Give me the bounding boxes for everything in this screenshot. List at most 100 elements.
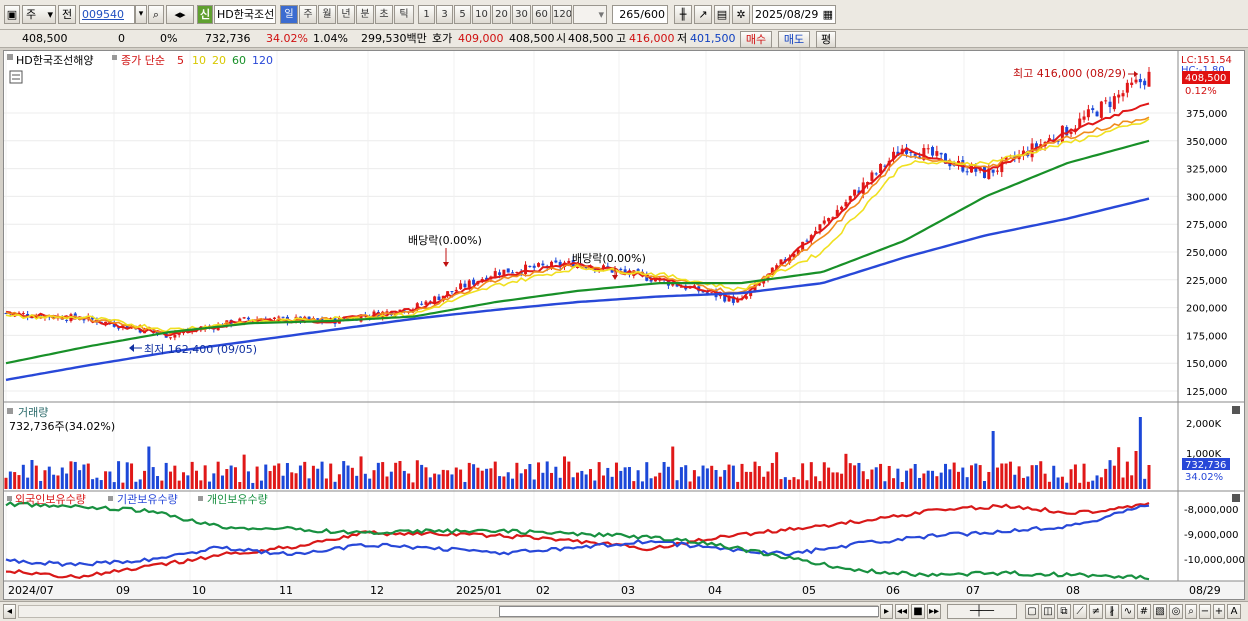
text-tool-icon[interactable]: A xyxy=(1227,604,1241,619)
camera-icon[interactable]: ◎ xyxy=(1169,604,1183,619)
tab-month[interactable]: 월 xyxy=(318,5,336,24)
minute-option-1[interactable]: 1 xyxy=(418,5,435,24)
zoom-in-icon[interactable]: + xyxy=(1213,604,1225,619)
trend-line-icon[interactable]: ⟋ xyxy=(1073,604,1087,619)
price-y-tick: 200,000 xyxy=(1186,304,1227,315)
sound-icon[interactable]: ◂▸ xyxy=(166,5,194,24)
volume-bar xyxy=(60,467,64,489)
close-icon[interactable] xyxy=(1232,494,1240,502)
rewind-icon[interactable]: ◂◂ xyxy=(895,604,909,619)
volume-bar xyxy=(78,470,82,489)
minute-option-10[interactable]: 10 xyxy=(472,5,491,24)
x-axis-label: 10 xyxy=(192,584,206,597)
tab-week[interactable]: 주 xyxy=(299,5,317,24)
image-icon[interactable]: ▧ xyxy=(1153,604,1167,619)
stock-code-input[interactable]: 009540 xyxy=(79,5,135,24)
tab-day[interactable]: 일 xyxy=(280,5,298,24)
magnify-icon[interactable]: ⌕ xyxy=(1185,604,1197,619)
prev-button[interactable]: 전 xyxy=(58,5,76,24)
volume-bar xyxy=(645,462,649,489)
minute-option-3[interactable]: 3 xyxy=(436,5,453,24)
volume-bar xyxy=(8,471,12,489)
tab-tick[interactable]: 틱 xyxy=(394,5,414,24)
candle-body xyxy=(385,311,389,313)
candle-type-icon[interactable]: ╫ xyxy=(674,5,692,24)
chevron-down-icon: ▾ xyxy=(47,8,53,21)
tab-minute[interactable]: 분 xyxy=(356,5,374,24)
draw-tool-icon[interactable]: ↗ xyxy=(694,5,712,24)
tab-second[interactable]: 초 xyxy=(375,5,393,24)
volume-bar xyxy=(1052,465,1056,489)
calendar-icon[interactable]: ▦ xyxy=(822,8,833,21)
gear-icon[interactable]: ✲ xyxy=(732,5,750,24)
pane-handle-icon[interactable] xyxy=(198,496,203,501)
zoom-out-icon[interactable]: − xyxy=(1199,604,1211,619)
grid-icon[interactable]: # xyxy=(1137,604,1151,619)
minute-option-20[interactable]: 20 xyxy=(492,5,511,24)
candle-body xyxy=(623,269,627,273)
volume-bar xyxy=(290,472,294,489)
buy-button[interactable]: 매수 xyxy=(740,31,772,48)
save-icon[interactable]: ▤ xyxy=(714,5,730,24)
volume-bar xyxy=(818,481,822,489)
layout-icon[interactable]: ▣ xyxy=(4,5,20,24)
table-view-icon[interactable] xyxy=(9,70,23,84)
x-axis-label: 11 xyxy=(279,584,293,597)
fibonacci-icon[interactable]: ≠ xyxy=(1089,604,1103,619)
volume-bar xyxy=(65,473,69,489)
window-icon[interactable]: ▢ xyxy=(1025,604,1039,619)
volume-bar xyxy=(835,472,839,489)
pane-handle-icon[interactable] xyxy=(7,496,12,501)
volume-bar xyxy=(567,461,571,489)
volume-bar xyxy=(437,474,441,489)
volume-bar xyxy=(485,468,489,489)
date-input[interactable]: 2025/08/29 ▦ xyxy=(752,5,836,24)
fast-forward-icon[interactable]: ▸▸ xyxy=(927,604,941,619)
split-icon[interactable]: ◫ xyxy=(1041,604,1055,619)
tab-year[interactable]: 년 xyxy=(337,5,355,24)
search-icon[interactable]: ⌕ xyxy=(148,5,164,24)
copy-icon[interactable]: ⧉ xyxy=(1057,604,1071,619)
volume-bar xyxy=(428,477,432,489)
stop-icon[interactable]: ■ xyxy=(911,604,925,619)
volume-bar xyxy=(788,479,792,489)
chart-area[interactable]: HD한국조선해양 종가 단순 5 10 20 60 120 LC:151.54 … xyxy=(3,50,1245,600)
pane-handle-icon[interactable] xyxy=(7,54,13,60)
scroll-right-icon[interactable]: ▸ xyxy=(880,604,893,619)
horizontal-scrollbar[interactable] xyxy=(18,605,879,618)
scroll-left-icon[interactable]: ◂ xyxy=(3,604,16,619)
volume-bar xyxy=(766,471,770,489)
volume-bar xyxy=(822,462,826,489)
volume-bar xyxy=(879,463,883,489)
minute-option-60[interactable]: 60 xyxy=(532,5,551,24)
volume-bar xyxy=(601,475,605,489)
candle-body xyxy=(277,316,281,318)
volume-bar xyxy=(164,462,168,489)
credit-badge[interactable]: 신 xyxy=(197,5,213,24)
volume-bar xyxy=(242,454,246,489)
minute-option-5[interactable]: 5 xyxy=(454,5,471,24)
scroll-thumb[interactable] xyxy=(499,606,879,617)
candle-body xyxy=(537,263,541,267)
minute-option-30[interactable]: 30 xyxy=(512,5,531,24)
minute-option-120[interactable]: 120 xyxy=(552,5,572,24)
period-select[interactable]: 주 ▾ xyxy=(22,5,56,24)
candle-body xyxy=(909,152,913,154)
pane-handle-icon[interactable] xyxy=(108,496,113,501)
volume-bar xyxy=(177,480,181,489)
wave-icon[interactable]: ∿ xyxy=(1121,604,1135,619)
channel-icon[interactable]: ∦ xyxy=(1105,604,1119,619)
chart-canvas[interactable]: HD한국조선해양 종가 단순 5 10 20 60 120 LC:151.54 … xyxy=(4,51,1244,599)
candles xyxy=(4,66,1151,341)
sell-button[interactable]: 매도 xyxy=(778,31,810,48)
pane-handle-icon[interactable] xyxy=(7,408,13,414)
eval-button[interactable]: 평 xyxy=(816,31,836,48)
custom-period-input[interactable]: ▾ xyxy=(573,5,607,24)
chevron-down-icon[interactable]: ▾ xyxy=(135,5,147,24)
pane-handle-icon[interactable] xyxy=(112,55,117,60)
close-icon[interactable] xyxy=(1232,406,1240,414)
zoom-slider[interactable]: ─┼── xyxy=(947,604,1017,619)
volume-bar xyxy=(632,481,636,489)
holdings-line xyxy=(5,501,1150,580)
count-field[interactable]: 265/600 xyxy=(612,5,668,24)
